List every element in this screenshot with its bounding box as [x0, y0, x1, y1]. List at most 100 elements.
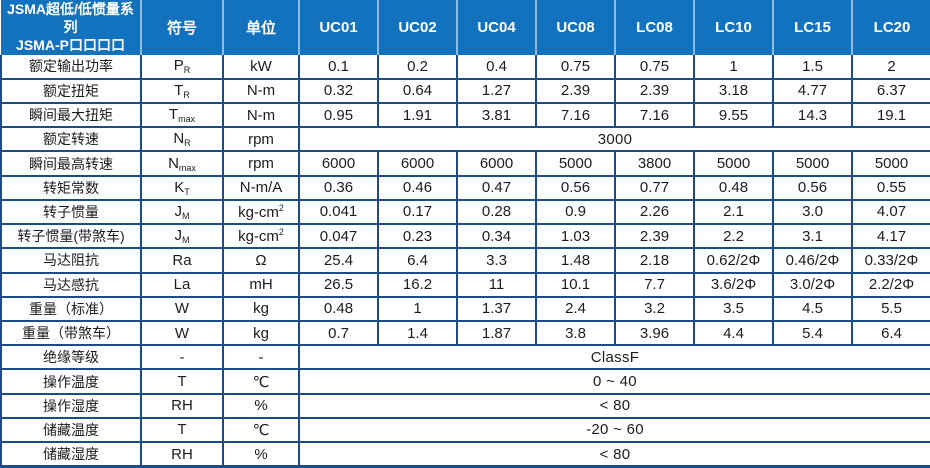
spec-value-cell: 1.5: [772, 54, 853, 80]
spec-value-cell: 3.1: [772, 223, 853, 250]
table-row: 储藏温度 T ℃ -20 ~ 60: [0, 416, 930, 444]
spec-value-cell: 0.48: [693, 174, 774, 201]
spec-value-cell: 6000: [377, 150, 458, 177]
row-symbol: RH: [140, 441, 224, 468]
table-row: 操作湿度 RH% < 80: [0, 392, 930, 419]
spec-value-cell: 5.5: [851, 295, 930, 322]
row-unit: ℃: [222, 368, 300, 395]
spec-value-cell: 3.6/2Φ: [693, 271, 774, 298]
table-body: 额定输出功率 PR kW 0.1 0.2 0.4 0.75 0.75 1 1.5 2 额定扭矩 TR N-…: [0, 54, 930, 468]
spec-value-cell: 3.5: [693, 295, 774, 322]
table-row: 额定扭矩 TR N-m 0.32 0.64 1.27 2.39 2.39 3.18 4.77 6.3…: [0, 77, 930, 105]
spec-value-cell: 9.55: [693, 101, 774, 129]
row-symbol: TR: [140, 77, 224, 105]
spec-value-cell: 1.27: [456, 77, 537, 105]
spec-value-cell: 0.77: [614, 174, 695, 201]
row-symbol: Nmax: [140, 150, 224, 177]
spec-value-cell: 7.16: [614, 101, 695, 129]
model-column-header: LC15: [773, 0, 853, 55]
spec-value-cell: 5000: [535, 150, 616, 177]
spec-value-cell: 0.7: [298, 319, 379, 347]
table-row: 额定输出功率 PR kW 0.1 0.2 0.4 0.75 0.75 1 1.5 2: [0, 54, 930, 80]
symbol-subscript: R: [183, 65, 191, 76]
spec-value-cell: 14.3: [772, 101, 853, 129]
spec-value-cell: 3.81: [456, 101, 537, 129]
spec-value-cell: 2: [851, 54, 930, 80]
spec-value-cell: 1.87: [456, 319, 537, 347]
unit-superscript: 2: [278, 227, 284, 238]
symbol-column-header: 符号: [141, 0, 224, 55]
row-unit: rpm: [222, 126, 300, 153]
spec-span-cell: < 80: [298, 441, 930, 468]
spec-value-cell: 11: [456, 271, 537, 298]
spec-value-cell: 0.62/2Φ: [693, 247, 774, 274]
row-symbol: T: [140, 416, 224, 444]
unit-column-header: 单位: [223, 0, 300, 55]
row-label: 额定转速: [0, 126, 142, 153]
spec-value-cell: 3.8: [535, 319, 616, 347]
spec-value-cell: 0.55: [851, 174, 930, 201]
spec-value-cell: 0.17: [377, 198, 458, 226]
model-column-header: UC08: [536, 0, 616, 55]
spec-span-cell: 3000: [298, 126, 930, 153]
spec-value-cell: 4.17: [851, 223, 930, 250]
spec-value-cell: 0.32: [298, 77, 379, 105]
row-symbol: NR: [140, 126, 224, 153]
spec-value-cell: 6.37: [851, 77, 930, 105]
row-label: 转矩常数: [0, 174, 142, 201]
symbol-subscript: R: [183, 89, 190, 100]
model-column-header: LC08: [615, 0, 695, 55]
series-title-line1: JSMA超低/低惯量系列: [7, 1, 134, 36]
row-symbol: Ra: [140, 247, 224, 274]
spec-value-cell: 2.39: [535, 77, 616, 105]
spec-value-cell: 7.16: [535, 101, 616, 129]
row-label: 额定扭矩: [0, 77, 142, 105]
row-label: 操作湿度: [0, 392, 142, 419]
spec-span-cell: ClassF: [298, 344, 930, 371]
symbol-subscript: max: [178, 162, 196, 173]
row-unit: kg: [222, 319, 300, 347]
spec-value-cell: 5000: [693, 150, 774, 177]
spec-value-cell: 3800: [614, 150, 695, 177]
spec-span-cell: < 80: [298, 392, 930, 419]
row-symbol: JM: [140, 198, 224, 226]
spec-value-cell: 26.5: [298, 271, 379, 298]
table-row: 马达阻抗 Ra Ω 25.4 6.4 3.3 1.48 2.18 0.62/2Φ 0.46/2Φ 0…: [0, 247, 930, 274]
row-unit: %: [222, 441, 300, 468]
row-unit: ℃: [222, 416, 300, 444]
spec-value-cell: 2.2/2Φ: [851, 271, 930, 298]
spec-value-cell: 0.36: [298, 174, 379, 201]
spec-value-cell: 0.56: [535, 174, 616, 201]
row-label: 马达阻抗: [0, 247, 142, 274]
spec-value-cell: 0.23: [377, 223, 458, 250]
model-column-header: LC20: [852, 0, 930, 55]
spec-value-cell: 0.75: [614, 54, 695, 80]
table-row: 瞬间最大扭矩 Tmax N-m 0.95 1.91 3.81 7.16 7.16 9.55 14.…: [0, 101, 930, 129]
spec-value-cell: 0.48: [298, 295, 379, 322]
spec-value-cell: 0.047: [298, 223, 379, 250]
row-symbol: -: [140, 344, 224, 371]
row-symbol: W: [140, 319, 224, 347]
spec-value-cell: 0.46/2Φ: [772, 247, 853, 274]
spec-value-cell: 19.1: [851, 101, 930, 129]
spec-value-cell: 10.1: [535, 271, 616, 298]
table-header: JSMA超低/低惯量系列 JSMA-P口口口口 符号 单位 UC01 UC02 UC…: [1, 0, 930, 55]
row-unit: -: [222, 344, 300, 371]
symbol-subscript: max: [178, 114, 196, 125]
symbol-subscript: T: [184, 186, 190, 197]
row-unit: %: [222, 392, 300, 419]
spec-value-cell: 4.77: [772, 77, 853, 105]
row-label: 转子惯量(带煞车): [0, 223, 142, 250]
spec-value-cell: 0.1: [298, 54, 379, 80]
spec-value-cell: 6000: [298, 150, 379, 177]
symbol-subscript: M: [182, 235, 190, 246]
row-unit: N-m/A: [222, 174, 300, 201]
row-unit: kg-cm2: [222, 198, 300, 226]
spec-value-cell: 3.96: [614, 319, 695, 347]
spec-value-cell: 0.34: [456, 223, 537, 250]
spec-value-cell: 1: [693, 54, 774, 80]
series-title-cell: JSMA超低/低惯量系列 JSMA-P口口口口: [1, 0, 142, 55]
spec-value-cell: 0.33/2Φ: [851, 247, 930, 274]
symbol-subscript: M: [182, 210, 190, 221]
